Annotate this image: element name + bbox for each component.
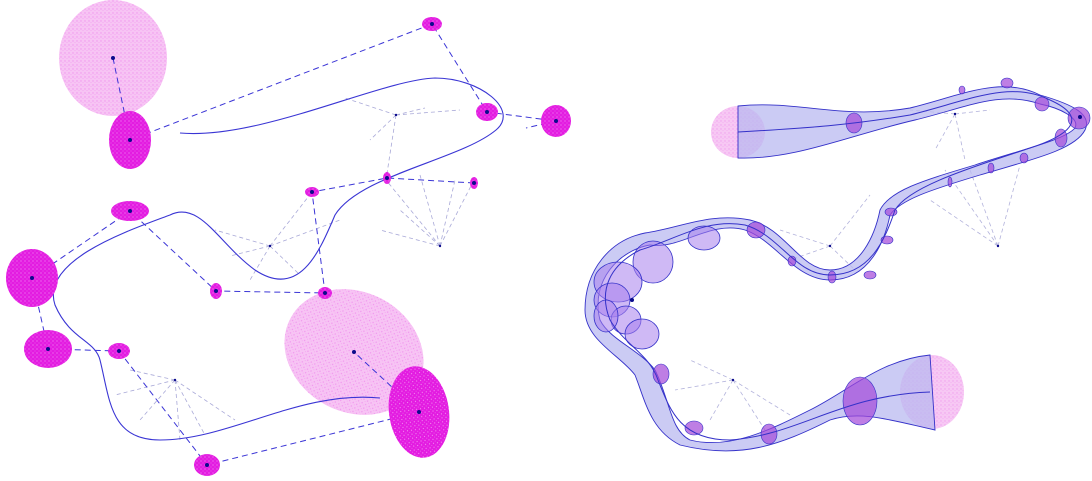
- construction-fan-middle: [214, 191, 341, 281]
- control-polygon-top: [112, 23, 557, 141]
- control-point-markers: [30, 22, 558, 467]
- uncertainty-tube: [584, 86, 1087, 452]
- curve-main: [52, 77, 504, 441]
- left-panel-canvas: [6, 0, 571, 476]
- control-polygon-bottom: [118, 350, 421, 466]
- tube-centre-curve: [605, 91, 1073, 441]
- construction-fan-upper: [344, 97, 473, 247]
- right-panel-canvas: [584, 77, 1091, 452]
- right-panel: [580, 0, 1092, 481]
- tube-points: [630, 112, 1082, 382]
- left-panel: [6, 0, 571, 476]
- construction-fan-lower: [114, 369, 236, 441]
